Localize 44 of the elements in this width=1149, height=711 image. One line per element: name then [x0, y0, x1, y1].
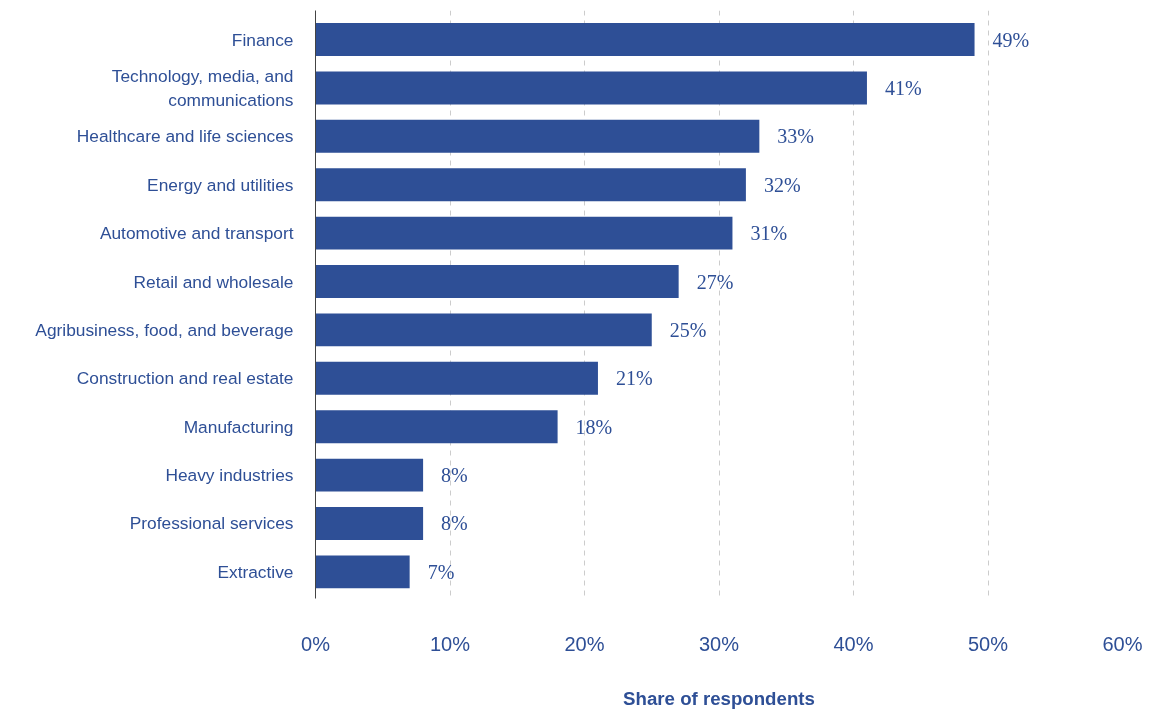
y-tick-label: Energy and utilities: [147, 174, 294, 195]
data-label: 41%: [884, 76, 922, 99]
x-tick-label: 30%: [698, 632, 740, 655]
data-label: 18%: [575, 415, 613, 438]
x-tick-label: 60%: [1102, 632, 1143, 655]
y-tick-label: Healthcare and life sciences: [76, 126, 294, 147]
y-tick-label: Technology, media, and communications: [111, 65, 294, 110]
y-tick-label: Professional services: [129, 513, 294, 534]
bar: [315, 313, 652, 347]
bar: [315, 507, 424, 540]
y-tick-label: Automotive and transport: [99, 223, 294, 244]
data-label: 32%: [763, 173, 801, 196]
data-label: 8%: [441, 512, 468, 535]
data-label: 25%: [669, 318, 707, 341]
bar: [315, 119, 760, 153]
bar: [315, 265, 679, 298]
data-label: 27%: [696, 270, 734, 293]
bar: [315, 361, 598, 395]
bar: [315, 216, 733, 250]
bar: [315, 458, 424, 492]
x-tick-label: 40%: [833, 632, 874, 655]
x-tick-label: 0%: [301, 632, 331, 655]
y-tick-label: Construction and real estate: [76, 368, 294, 389]
y-tick-label: Agribusiness, food, and beverage: [35, 319, 294, 340]
bar: [315, 410, 558, 444]
bar: [315, 168, 746, 202]
y-tick-label: Extractive: [217, 561, 294, 582]
bar: [315, 71, 867, 105]
x-tick-label: 10%: [429, 632, 471, 655]
x-tick-label: 20%: [564, 632, 605, 655]
data-label: 33%: [777, 125, 815, 148]
y-tick-label: Heavy industries: [165, 465, 294, 486]
data-label: 31%: [750, 222, 788, 245]
x-axis-title: Share of respondents: [623, 687, 815, 709]
y-tick-label: Manufacturing: [183, 416, 294, 437]
bar: [315, 23, 975, 56]
data-label: 7%: [427, 560, 455, 583]
x-tick-label: 50%: [967, 632, 1009, 655]
bar: [315, 555, 410, 589]
y-tick-label: Retail and wholesale: [133, 271, 294, 292]
data-label: 21%: [615, 367, 653, 390]
data-label: 8%: [441, 464, 468, 487]
y-tick-label: Finance: [231, 29, 294, 50]
data-label: 49%: [992, 28, 1030, 51]
